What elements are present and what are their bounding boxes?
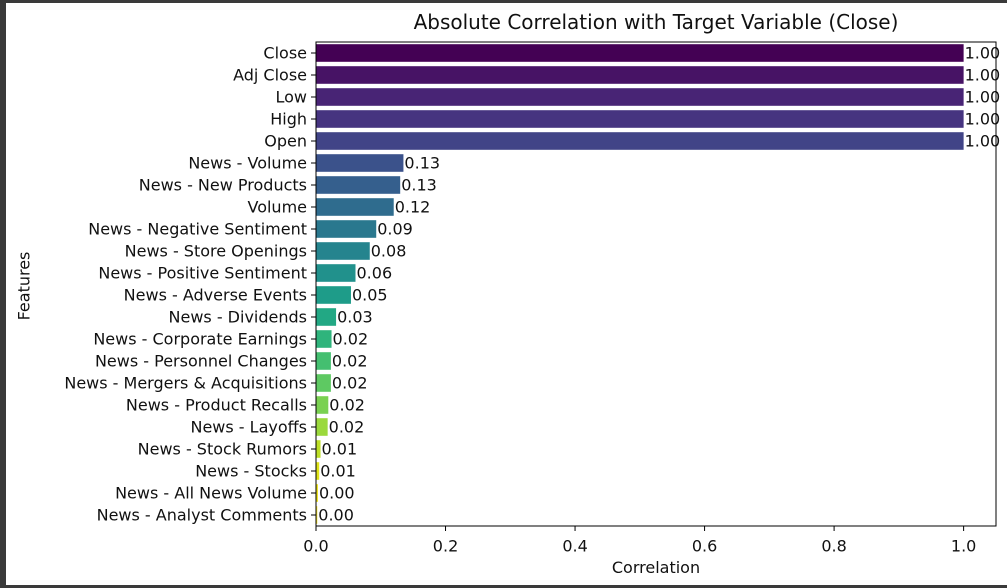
data-label: 1.00 xyxy=(965,88,1001,107)
bar xyxy=(316,462,320,480)
bar xyxy=(316,308,337,326)
bar xyxy=(316,132,964,150)
y-tick-label: News - Store Openings xyxy=(125,242,307,261)
y-tick-label: Close xyxy=(263,44,307,63)
plot-area-frame xyxy=(315,41,997,527)
y-tick-label: News - Stocks xyxy=(195,462,307,481)
bar xyxy=(316,176,401,194)
data-label: 0.12 xyxy=(395,198,431,217)
data-label: 0.13 xyxy=(404,154,440,173)
y-tick-labels-group: Close Adj Close Low High Open News - Volume Ne… xyxy=(64,44,316,525)
bar xyxy=(316,374,331,392)
bar xyxy=(316,66,964,84)
x-axis-label: Correlation xyxy=(611,558,701,577)
y-tick-label: News - Stock Rumors xyxy=(138,440,307,459)
bar xyxy=(316,88,964,106)
data-label: 1.00 xyxy=(965,66,1001,85)
y-tick-label: News - Volume xyxy=(188,154,307,173)
data-label: 1.00 xyxy=(965,132,1001,151)
data-label: 0.09 xyxy=(377,220,413,239)
y-tick-label: Volume xyxy=(247,198,307,217)
x-ticks-group: 0.0 0.2 0.4 0.6 0.8 1.0 xyxy=(303,526,976,556)
chart-title: Absolute Correlation with Target Variabl… xyxy=(413,10,899,34)
data-label: 0.08 xyxy=(371,242,407,261)
y-tick-label: News - Product Recalls xyxy=(126,396,307,415)
data-label: 0.00 xyxy=(318,506,354,525)
bar xyxy=(316,220,377,238)
bar xyxy=(316,506,318,524)
y-tick-label: News - Positive Sentiment xyxy=(98,264,307,283)
data-label: 0.02 xyxy=(329,418,365,437)
x-tick-label: 0.0 xyxy=(303,537,328,556)
bar xyxy=(316,330,332,348)
x-tick-label: 0.4 xyxy=(562,537,587,556)
bar xyxy=(316,154,404,172)
y-tick-label: News - Personnel Changes xyxy=(95,352,307,371)
data-label: 0.13 xyxy=(401,176,437,195)
y-tick-label: Low xyxy=(275,88,307,107)
y-tick-label: Adj Close xyxy=(233,66,307,85)
data-label: 0.02 xyxy=(332,352,368,371)
x-tick-label: 1.0 xyxy=(951,537,976,556)
data-label: 0.03 xyxy=(337,308,373,327)
y-tick-label: News - Adverse Events xyxy=(124,286,307,305)
data-label: 0.01 xyxy=(322,440,358,459)
bar xyxy=(316,440,321,458)
bar xyxy=(316,198,394,216)
data-label: 0.00 xyxy=(319,484,355,503)
y-tick-label: News - Mergers & Acquisitions xyxy=(64,374,307,393)
bar xyxy=(316,110,964,128)
data-label: 0.01 xyxy=(320,462,356,481)
bar xyxy=(316,242,370,260)
y-tick-label: News - Dividends xyxy=(169,308,308,327)
y-tick-label: News - New Products xyxy=(139,176,307,195)
data-label: 0.02 xyxy=(333,330,369,349)
bar xyxy=(316,396,329,414)
data-label: 0.05 xyxy=(352,286,388,305)
y-tick-label: Open xyxy=(264,132,307,151)
window-frame-top xyxy=(0,0,1007,3)
window-frame-left xyxy=(0,0,6,588)
x-tick-label: 0.2 xyxy=(433,537,458,556)
y-tick-label: High xyxy=(270,110,307,129)
data-label: 0.02 xyxy=(332,374,368,393)
data-label: 0.02 xyxy=(329,396,365,415)
bar xyxy=(316,264,356,282)
value-labels-group: 1.00 1.00 1.00 1.00 1.00 0.13 0.13 0.12 0.09 0.08… xyxy=(318,44,1000,525)
data-label: 1.00 xyxy=(965,44,1001,63)
data-label: 1.00 xyxy=(965,110,1001,129)
y-tick-label: News - All News Volume xyxy=(115,484,307,503)
y-tick-label: News - Corporate Earnings xyxy=(93,330,307,349)
bar xyxy=(316,286,351,304)
bar xyxy=(316,352,331,370)
bars-group xyxy=(316,44,964,524)
bar xyxy=(316,44,964,62)
data-label: 0.06 xyxy=(357,264,393,283)
y-tick-label: News - Negative Sentiment xyxy=(88,220,307,239)
y-tick-label: News - Layoffs xyxy=(190,418,307,437)
bar xyxy=(316,418,328,436)
x-tick-label: 0.6 xyxy=(692,537,717,556)
window-frame-bottom xyxy=(0,585,1007,588)
x-tick-label: 0.8 xyxy=(821,537,846,556)
bar xyxy=(316,484,318,502)
y-tick-label: News - Analyst Comments xyxy=(97,506,307,525)
